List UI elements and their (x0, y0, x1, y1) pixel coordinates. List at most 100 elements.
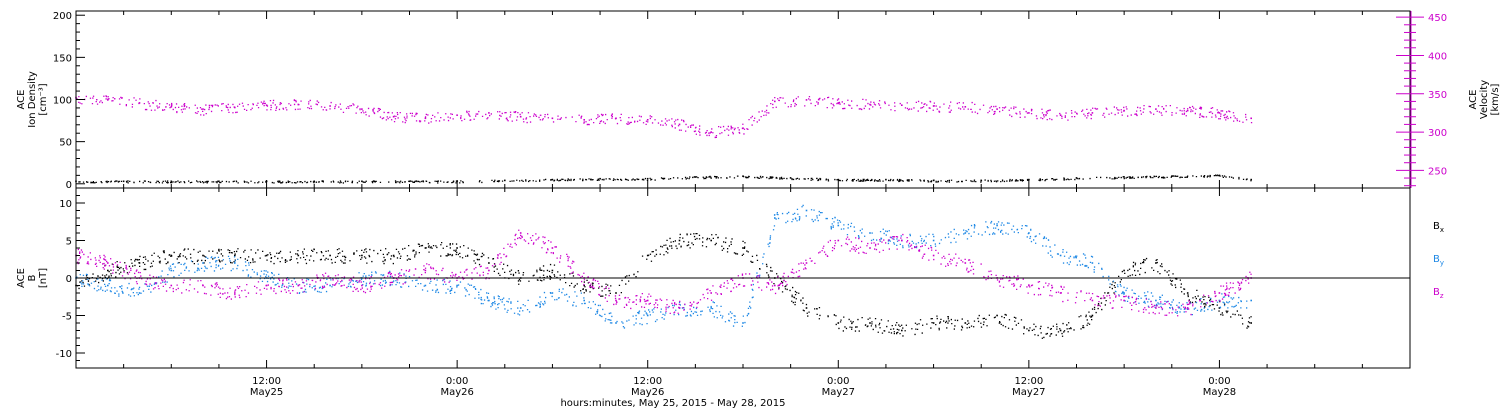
legend-label: B (1433, 254, 1440, 265)
bx-series-point (805, 307, 808, 309)
bz-series-point (424, 269, 427, 272)
density-series-point (789, 177, 792, 179)
bx-series-point (1218, 307, 1221, 309)
by-series-point (202, 262, 204, 264)
velocity-tick-label: 400 (1428, 51, 1447, 62)
density-tick-label: 200 (53, 11, 72, 22)
velocity-series-point (583, 119, 585, 121)
bz-series-point (869, 247, 871, 249)
b-tick-label: 5 (66, 237, 72, 248)
velocity-series-point (805, 99, 808, 101)
velocity-series-point (837, 102, 840, 104)
velocity-series-point (996, 108, 998, 110)
velocity-series-point (297, 103, 300, 106)
by-series-point (1091, 262, 1094, 264)
bx-series-point (742, 247, 744, 249)
bz-series-point (678, 307, 681, 309)
velocity-tick-label: 300 (1428, 128, 1447, 139)
x-tick-time: 0:00 (446, 376, 468, 387)
density-series-point (551, 178, 554, 181)
by-series-point (774, 217, 776, 219)
velocity-series-point (392, 115, 395, 118)
by-series-cloud (76, 204, 1248, 329)
bx-series-cloud (77, 233, 1252, 339)
legend-label: B (1433, 221, 1440, 232)
by-series-point (805, 209, 808, 212)
by-series-point (1059, 254, 1062, 257)
density-series-point (361, 180, 363, 183)
bz-series-point (1091, 299, 1094, 302)
bz-series-point (964, 262, 967, 264)
by-series-point (138, 292, 141, 294)
b-tick-label: -10 (56, 349, 72, 360)
bx-series-point (1123, 269, 1125, 272)
density-series-point (1075, 177, 1078, 179)
bz-series-point (234, 292, 236, 294)
bz-series-point (519, 232, 522, 234)
bz-series-cloud (77, 229, 1252, 317)
bx-series-point (551, 269, 554, 272)
bz-series-point (932, 254, 935, 257)
velocity-series-point (265, 104, 268, 106)
x-tick-date: May28 (1203, 387, 1236, 398)
velocity-series-point (329, 105, 331, 107)
bz-series-point (1028, 284, 1030, 287)
bx-series-point (265, 254, 268, 257)
legend-subscript: y (1440, 259, 1444, 267)
bz-series-point (107, 262, 109, 264)
velocity-series-point (424, 117, 427, 120)
by-series-point (1218, 299, 1221, 302)
bx-series-point (1186, 292, 1189, 294)
by-series-point (646, 314, 649, 317)
density-ylabel: ACE Ion Density [cm⁻³] (16, 71, 49, 128)
density-series-point (1218, 174, 1221, 177)
bx-series-point (297, 254, 300, 257)
x-tick-time: 0:00 (827, 376, 849, 387)
by-series-point (869, 232, 871, 234)
velocity-series-point (456, 114, 458, 116)
bz-series-point (1186, 307, 1189, 309)
velocity-series-point (901, 104, 903, 106)
bx-series-point (901, 329, 903, 332)
x-tick-time: 12:00 (252, 376, 281, 387)
density-series-point (1171, 175, 1173, 177)
bx-series-point (392, 254, 395, 257)
velocity-series-point (234, 106, 236, 109)
density-ylabel-line: ACE (16, 90, 27, 110)
bx-series-point (710, 239, 712, 242)
velocity-series-point (1155, 108, 1157, 110)
by-series-point (170, 269, 173, 272)
density-series-point (122, 180, 125, 183)
velocity-series-point (964, 106, 967, 108)
density-series-point (504, 179, 506, 182)
density-series-point (932, 179, 935, 182)
bz-series-point (265, 284, 268, 287)
density-series-point (408, 180, 411, 183)
by-series-point (551, 292, 554, 294)
bx-series-point (1250, 322, 1252, 324)
velocity-series-point (615, 117, 617, 120)
by-series-point (456, 284, 458, 287)
bx-series-point (202, 254, 204, 257)
by-series-point (615, 322, 617, 324)
b-ylabel-line: [nT] (38, 268, 49, 288)
velocity-series-point (932, 105, 935, 107)
bz-series-point (361, 284, 363, 287)
density-ylabel-line: Ion Density (27, 71, 38, 128)
density-series-point (742, 175, 744, 177)
bz-series-point (615, 299, 617, 302)
density-series-point (218, 180, 220, 183)
legend-subscript: z (1440, 292, 1444, 300)
by-series-point (932, 239, 935, 242)
by-series-point (424, 284, 427, 287)
bz-series-point (646, 299, 649, 302)
bx-series-point (361, 254, 363, 257)
density-series-point (1123, 176, 1125, 178)
bz-series-point (488, 269, 490, 272)
velocity-series-point (678, 123, 681, 126)
density-tick-label: 150 (53, 53, 72, 64)
velocity-series-point (1218, 112, 1221, 114)
velocity-series-point (1059, 114, 1062, 116)
